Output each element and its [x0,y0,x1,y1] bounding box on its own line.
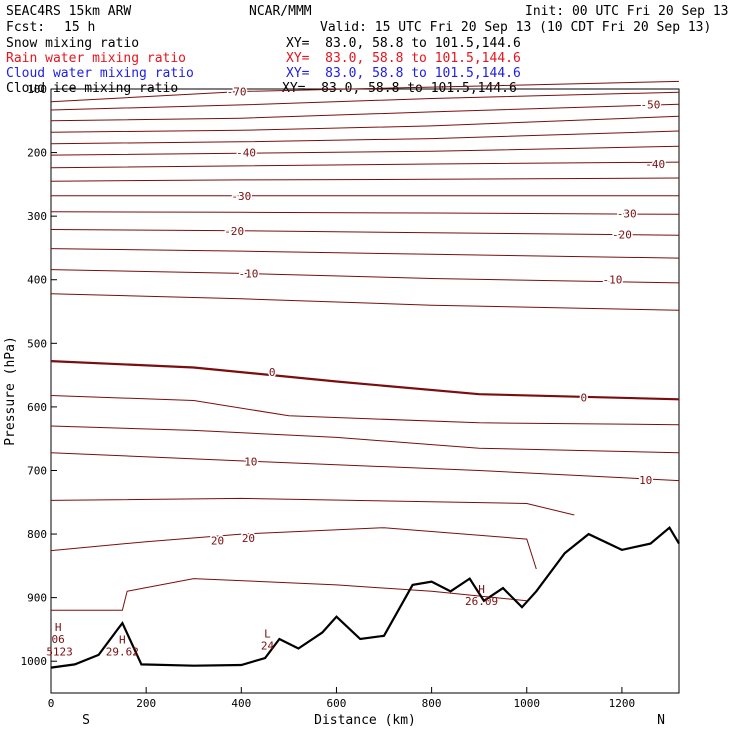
x-tick-label: 600 [327,697,347,710]
isotherm-line [50,130,680,145]
isotherm-line [51,578,527,611]
isotherm-line [50,497,575,516]
isotherm-line [50,115,680,133]
y-axis-label: Pressure (hPa) [3,336,18,446]
contour-labels: -70 -50 -40 -40 -30 -30 -20 -20 -10 -10 0 0 10 10 20 20 [209,84,666,549]
y-tick-label: 700 [27,464,47,477]
pressure-center-type: H [55,621,62,634]
y-tick-label: 400 [27,274,47,287]
isotherm-line [50,177,680,182]
x-axis-label: Distance (km) [314,713,416,728]
x-tick-label: 400 [231,697,251,710]
y-tick-label: 900 [27,592,47,605]
pressure-center-type: H [478,583,485,596]
isotherm-line [50,161,680,169]
pressure-center-type: L [264,627,271,640]
isotherm-line [50,80,680,103]
y-tick-label: 100 [27,83,47,96]
contour-label: -30 [231,190,251,203]
contour-label: -10 [239,267,259,280]
field-xy-cloud-water: XY= 83.0, 58.8 to 101.5,144.6 [286,66,521,81]
y-tick-label: 300 [27,210,47,223]
isotherm-contours [50,80,680,611]
pressure-center-value: 26.09 [465,595,498,608]
pressure-center-value: 5123 [46,646,73,659]
y-tick-label: 600 [27,401,47,414]
axes: 0 200 400 600 800 1000 12001002003004005006007… [21,83,636,710]
isotherm-line [50,452,680,482]
isotherm-line [50,211,680,215]
contour-label: -70 [227,86,247,99]
y-tick-label: 800 [27,528,47,541]
field-name-snow: Snow mixing ratio [6,36,140,51]
y-tick-label: 1000 [21,655,48,668]
terrain-layer [50,526,680,669]
pressure-center-value: 29.62 [106,646,139,659]
contour-label: 10 [244,456,257,469]
isotherm-line [50,527,537,570]
isotherm-line [50,248,680,259]
contour-label: -10 [602,274,622,287]
x-end-left: S [82,713,90,728]
contour-label: -40 [645,158,665,171]
isotherm-line [50,145,680,156]
x-tick-label: 0 [48,697,55,710]
x-tick-label: 800 [422,697,442,710]
valid-time: Valid: 15 UTC Fri 20 Sep 13 (10 CDT Fri … [320,20,712,35]
center-label: NCAR/MMM [249,4,312,19]
contour-label: 0 [269,366,276,379]
isotherm-line [50,395,680,426]
pressure-center-type: H [119,634,126,647]
isotherm-line [50,360,680,401]
model-title: SEAC4RS 15km ARW [6,4,132,19]
contour-label: -30 [617,208,637,221]
isotherm-line [50,91,680,111]
field-xy-rain: XY= 83.0, 58.8 to 101.5,144.6 [286,51,521,66]
contour-label: -20 [224,225,244,238]
contour-label: 0 [581,391,588,404]
contour-label: 20 [242,532,255,545]
contour-label: -50 [641,98,661,111]
forecast-label: Fcst: [6,20,46,35]
field-xy-snow: XY= 83.0, 58.8 to 101.5,144.6 [286,36,521,51]
field-name-rain: Rain water mixing ratio [6,51,187,66]
terrain-line [50,526,680,669]
y-tick-label: 500 [27,337,47,350]
isotherm-line [50,103,680,122]
isotherm-line [50,269,680,284]
x-tick-label: 1000 [514,697,541,710]
isotherm-line [50,293,680,311]
contour-label: -20 [612,229,632,242]
y-tick-label: 200 [27,147,47,160]
isotherm-line [50,229,680,236]
x-end-right: N [657,713,665,728]
contour-label: 10 [639,474,652,487]
contour-label: -40 [236,147,256,160]
x-tick-label: 200 [136,697,156,710]
contour-label: 20 [211,534,224,547]
pressure-center-value: 06 [52,633,65,646]
init-time: Init: 00 UTC Fri 20 Sep 13 [525,4,729,19]
field-name-cloud-water: Cloud water mixing ratio [6,66,194,81]
pressure-center-value: 24 [261,639,275,652]
x-tick-label: 1200 [609,697,636,710]
isotherm-line [50,425,680,454]
forecast-hour: 15 h [64,20,96,35]
